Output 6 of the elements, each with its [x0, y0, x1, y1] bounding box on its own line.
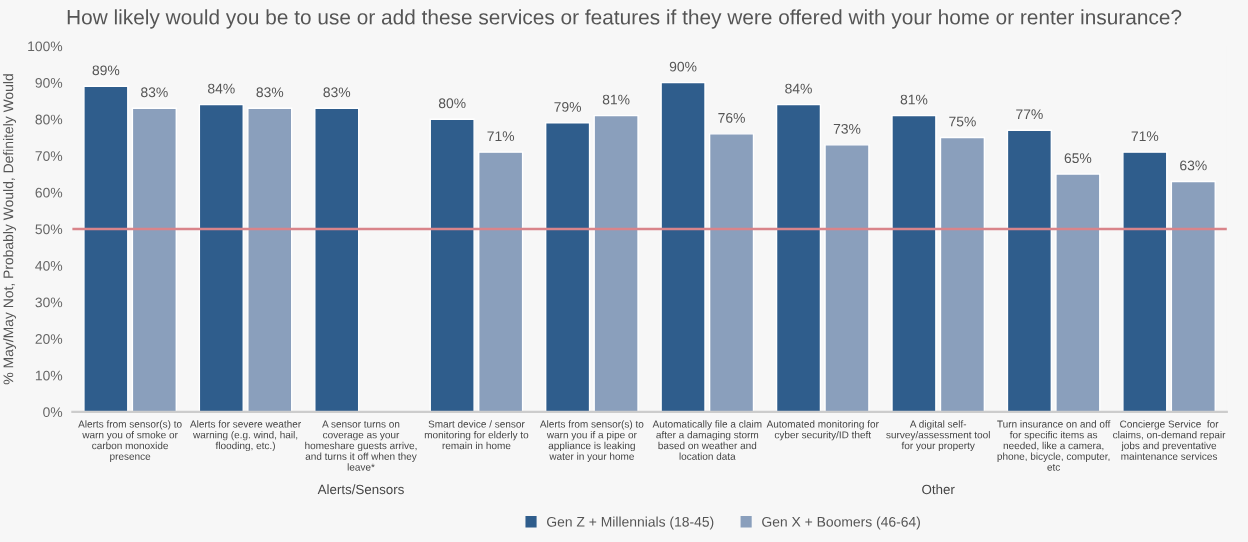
- chart-title: How likely would you be to use or add these services or features if they were offered with your home or renter insurance?: [67, 9, 1182, 29]
- bar: [83, 85, 129, 412]
- bar: [131, 107, 177, 412]
- bar: [314, 107, 360, 412]
- bar: [1122, 151, 1168, 412]
- bar: [1170, 180, 1216, 412]
